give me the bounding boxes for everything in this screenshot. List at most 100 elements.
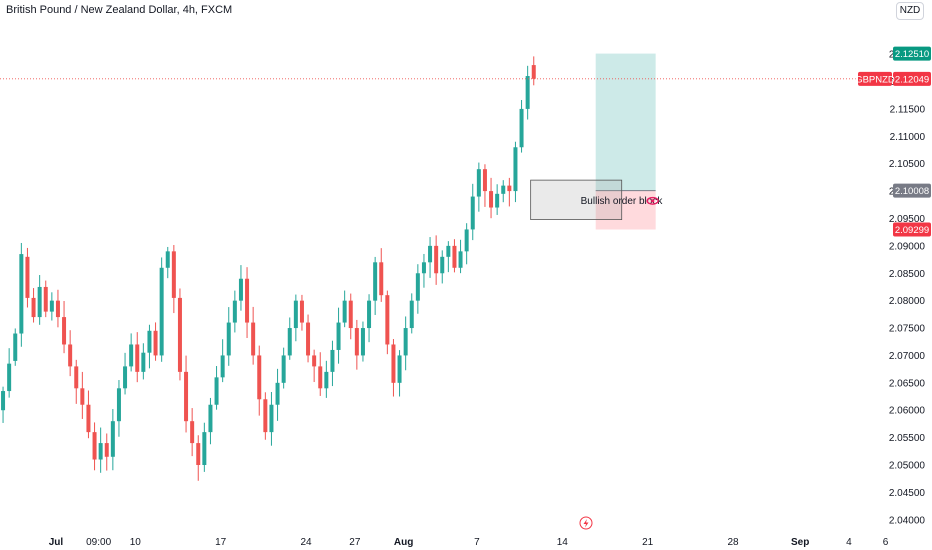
candle-body [360,328,365,356]
candle-body [287,328,292,356]
candle-body [489,191,494,208]
candle-body [92,432,97,460]
candle-body [226,322,231,356]
currency-button[interactable]: NZD [896,2,924,20]
candle-body [446,245,451,257]
candle [92,422,97,471]
candle-body [232,300,237,323]
candle-body [434,245,439,274]
candle [299,294,304,331]
candle [104,433,109,471]
eye-outline [646,196,659,205]
price-tick-label: 2.07000 [889,351,926,362]
time-tick-label: 24 [300,537,312,548]
candle [86,390,91,439]
candle [287,317,292,360]
candle [263,392,268,440]
candle [257,345,262,416]
candle [116,380,121,437]
price-tag-bg [893,46,931,61]
candle [367,294,372,343]
time-tick-label: 09:00 [86,537,111,548]
candle [171,245,176,314]
candle-body [403,328,408,356]
candle-body [452,245,457,268]
candle-body [98,443,103,460]
candle [293,294,298,342]
candle-body [391,344,396,383]
price-tag-entry: 2.10008 [893,183,931,198]
candle-body [373,262,378,301]
candle [129,333,134,372]
candle [208,397,213,445]
candle-body [37,286,42,318]
target-zone [595,53,656,191]
candle-body [348,300,353,329]
price-tick-label: 2.11500 [890,104,926,115]
candle-body [385,295,390,345]
candle-body [519,108,524,148]
symbol-tag-text: GBPNZD [855,74,895,85]
candle [202,422,207,472]
time-tick-label: 4 [846,537,852,548]
candle [190,408,195,457]
chart-title: British Pound / New Zealand Dollar, 4h, … [6,4,233,16]
candle-body [306,322,311,356]
candle [177,288,182,381]
price-tick-label: 2.05500 [889,433,926,444]
candle-body [129,344,134,367]
candle-body [495,193,500,208]
candle-body [214,377,219,405]
time-tick-label: 6 [883,537,889,548]
candle-body [159,267,164,356]
price-tag-text: 2.10008 [895,186,929,197]
candle-body [43,286,48,312]
candle [37,275,42,325]
candle [342,290,347,328]
candle [49,292,54,321]
candle [440,250,445,284]
price-tag-stop: 2.09299 [893,222,931,237]
candle [391,339,396,397]
price-tag-text: 2.09299 [895,225,929,236]
candle [354,319,359,370]
candle [141,343,146,380]
candle [519,99,524,153]
candle [324,360,329,398]
candle [531,56,536,86]
candle-body [196,443,201,465]
candle [74,359,79,404]
candle-body [245,278,250,323]
candle-body [293,300,298,329]
time-tick-label: 17 [215,537,227,548]
time-tick-label: 21 [642,537,654,548]
candle [470,183,475,241]
candle-body [80,388,85,405]
time-tick-label: 28 [727,537,739,548]
candle-body [147,330,152,353]
candle [464,223,469,265]
candle [62,300,67,354]
candle [336,307,341,364]
candle-body [62,317,67,345]
candle [312,349,317,383]
candle [214,366,219,410]
candle-body [299,300,304,323]
candle [446,241,451,273]
candle-body [110,421,115,457]
order-block-box [530,179,623,220]
candle-body [464,229,469,252]
candle-body [25,256,30,298]
candle-body [68,344,73,367]
candle-body [367,300,372,329]
candle-body [116,388,121,422]
candle [98,427,103,473]
candle-body [141,352,146,372]
time-tick-label: 7 [474,537,480,548]
candle-body [86,404,91,433]
candle [19,242,24,347]
time-tick-label: Aug [394,537,413,548]
price-tick-label: 2.05000 [889,461,926,472]
candle [232,290,237,333]
